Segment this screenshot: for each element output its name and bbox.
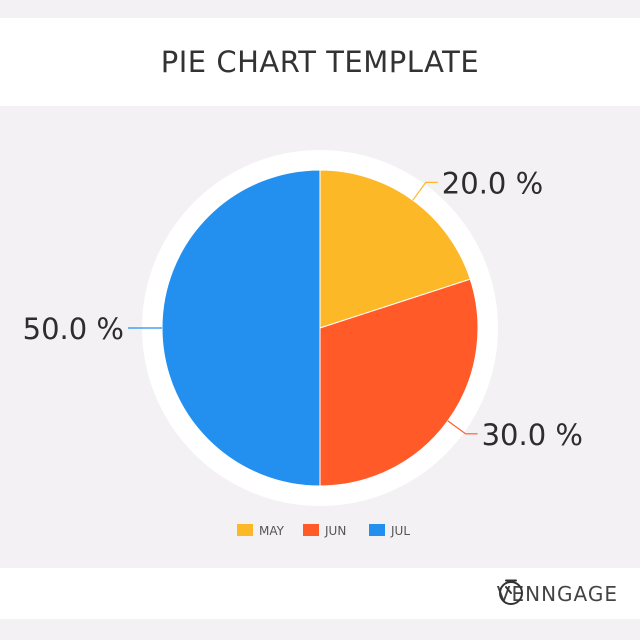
pie-chart: 20.0 % 30.0 % 50.0 % MAY JUN JUL — [23, 150, 583, 538]
timer-icon — [498, 579, 523, 605]
legend-label-jun: JUN — [324, 524, 346, 538]
legend-swatch-jul — [369, 524, 385, 536]
pie-slice-jun[interactable] — [319, 278, 479, 487]
data-label-jun: 30.0 % — [482, 418, 583, 452]
leader-line-jun — [447, 420, 478, 435]
chart-title: PIE CHART TEMPLATE — [160, 45, 480, 79]
footer: VENNGAGE — [0, 568, 640, 619]
data-label-may: 20.0 % — [442, 166, 543, 200]
leader-line-may — [412, 181, 438, 201]
legend-swatch-jun — [303, 524, 319, 536]
legend-label-may: MAY — [259, 524, 285, 538]
legend-swatch-may — [237, 524, 253, 536]
chart-header: PIE CHART TEMPLATE — [0, 18, 640, 106]
pie-slice-may[interactable] — [319, 169, 471, 329]
data-label-jul: 50.0 % — [23, 312, 124, 346]
chart-area: 20.0 % 30.0 % 50.0 % MAY JUN JUL — [0, 106, 640, 568]
legend-label-jul: JUL — [390, 524, 410, 538]
brand[interactable]: VENNGAGE — [497, 578, 618, 610]
